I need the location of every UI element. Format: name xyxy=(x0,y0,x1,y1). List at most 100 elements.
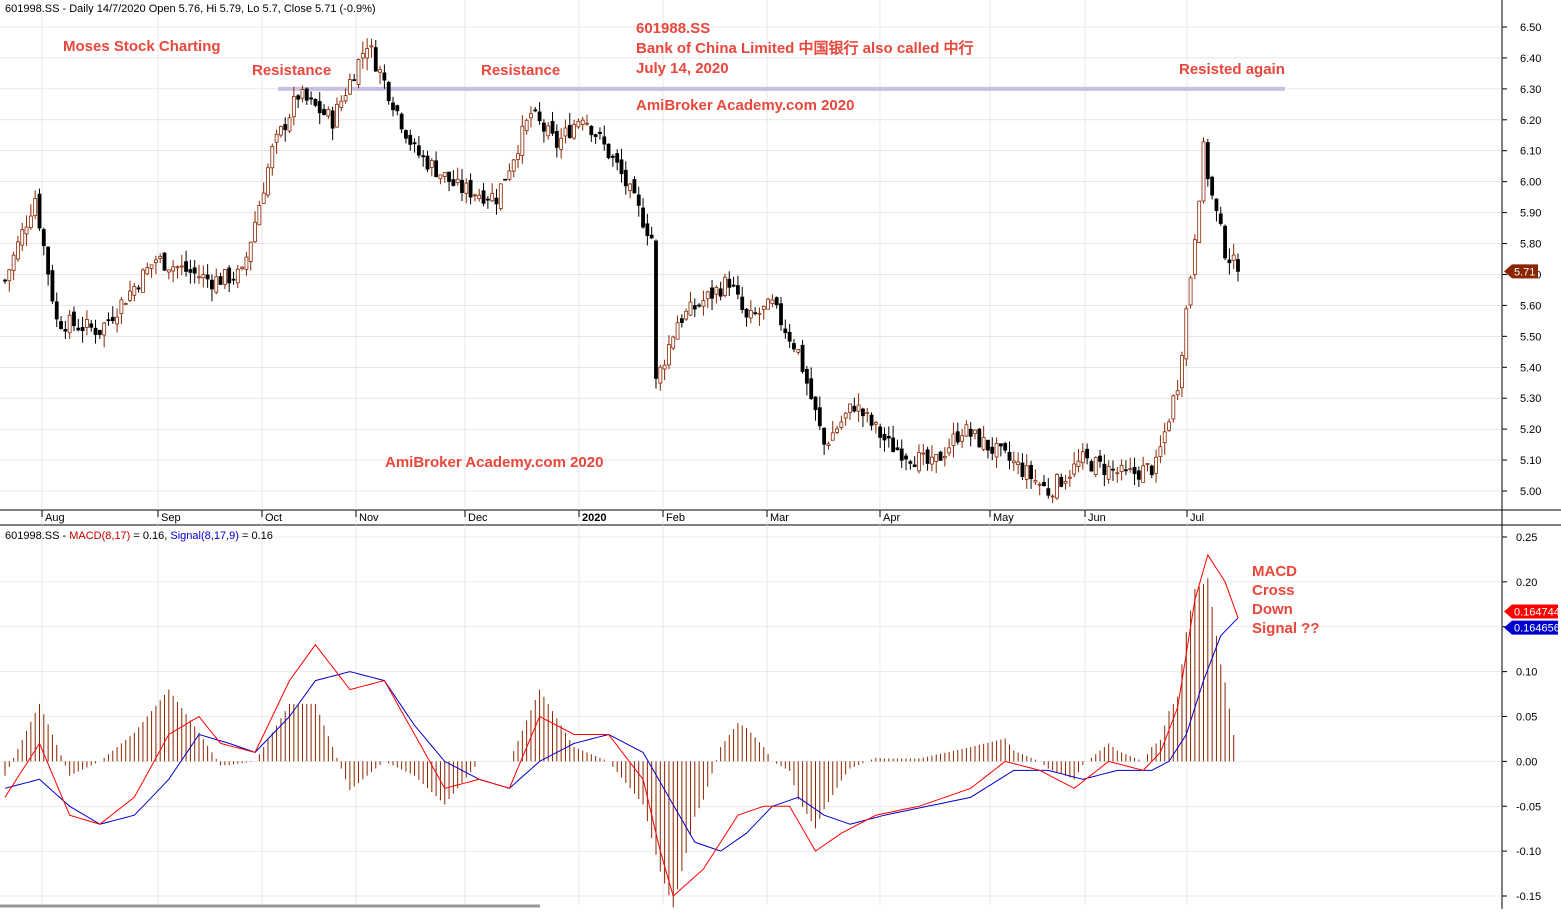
candle-body xyxy=(356,59,361,85)
price-tick-label: 5.00 xyxy=(1520,486,1541,498)
candle-body xyxy=(904,455,908,460)
candle-body xyxy=(563,127,568,137)
candle-body xyxy=(1136,470,1141,480)
candle-body xyxy=(447,171,451,182)
month-separators xyxy=(41,0,1188,905)
candle-body xyxy=(391,102,395,111)
candle-body xyxy=(1223,225,1227,259)
candle-body xyxy=(942,456,947,459)
candle-body xyxy=(740,296,745,310)
candle-body xyxy=(270,146,275,169)
resisted-again-label: Resisted again xyxy=(1179,61,1285,78)
candle-body xyxy=(291,96,296,118)
candle-body xyxy=(968,428,973,437)
candle-body xyxy=(541,122,546,132)
candle-body xyxy=(654,240,658,379)
candle-body xyxy=(589,125,594,136)
candle-body xyxy=(1175,390,1180,396)
candle-body xyxy=(533,109,538,112)
candle-body xyxy=(11,254,16,272)
candle-body xyxy=(623,169,628,187)
signal-header-label: Signal(8,17,9) xyxy=(170,530,239,542)
candle-body xyxy=(412,142,417,145)
candle-body xyxy=(537,111,542,122)
candle-body xyxy=(455,178,460,184)
candle-body xyxy=(145,267,150,275)
month-label: Nov xyxy=(359,512,379,524)
company-label: Bank of China Limited 中国银行 also called 中… xyxy=(636,39,974,57)
candle-body xyxy=(343,95,348,102)
candle-body xyxy=(1085,448,1090,459)
candle-body xyxy=(1033,479,1038,483)
candle-body xyxy=(274,133,279,143)
candle-body xyxy=(723,276,727,296)
price-tick-label: 5.40 xyxy=(1520,362,1541,374)
candle-body xyxy=(891,437,896,453)
candle-body xyxy=(416,145,421,156)
price-tick-label: 5.10 xyxy=(1520,455,1541,467)
candle-body xyxy=(429,159,434,168)
candle-body xyxy=(753,312,758,315)
candle-body xyxy=(800,344,805,372)
candle-body xyxy=(352,79,357,82)
candle-body xyxy=(619,159,624,175)
ticker-label: 601988.SS xyxy=(636,20,710,37)
candle-body xyxy=(524,119,529,132)
candle-body xyxy=(1106,465,1111,480)
month-label: 2020 xyxy=(582,512,606,524)
candle-body xyxy=(994,442,999,458)
candle-body xyxy=(179,265,184,268)
candle-body xyxy=(917,452,921,472)
candle-body xyxy=(649,234,654,239)
candle-body xyxy=(662,364,667,370)
candle-body xyxy=(718,288,723,297)
signal-header-value: = 0.16 xyxy=(239,530,273,542)
candle-body xyxy=(240,266,245,269)
candle-body xyxy=(520,125,525,156)
price-tick-label: 5.20 xyxy=(1520,424,1541,436)
candle-body xyxy=(360,52,365,59)
resistance-label-1: Resistance xyxy=(252,62,331,79)
candle-body xyxy=(227,267,232,284)
candle-body xyxy=(93,327,98,335)
candle-body xyxy=(153,259,158,264)
candle-body xyxy=(85,319,89,328)
candle-body xyxy=(490,193,495,202)
price-tick-label: 6.00 xyxy=(1520,177,1541,189)
candle-body xyxy=(1119,464,1124,473)
candle-body xyxy=(675,322,680,340)
candle-body xyxy=(313,98,318,106)
macd-note-line-4: Signal ?? xyxy=(1252,620,1320,637)
candle-body xyxy=(1089,461,1094,472)
candle-body xyxy=(865,412,870,414)
candle-body xyxy=(792,343,796,350)
candle-body xyxy=(468,179,473,198)
candle-body xyxy=(481,190,486,204)
candle-body xyxy=(697,304,702,307)
month-label: Oct xyxy=(265,512,282,524)
candle-body xyxy=(658,366,663,384)
candle-body xyxy=(1231,254,1236,261)
candle-body xyxy=(460,179,464,193)
macd-line xyxy=(4,553,1239,897)
candle-body xyxy=(882,433,887,441)
candle-body xyxy=(1016,461,1021,466)
candle-body xyxy=(977,428,982,448)
candle-body xyxy=(912,464,917,468)
candle-body xyxy=(46,246,51,275)
candle-body xyxy=(89,323,94,328)
candle-body xyxy=(576,120,581,128)
candle-body xyxy=(231,278,236,281)
candle-body xyxy=(1180,355,1184,389)
candle-body xyxy=(567,124,572,138)
candle-body xyxy=(421,155,426,158)
candle-body xyxy=(1149,465,1154,476)
candle-body xyxy=(606,143,611,159)
candle-body xyxy=(498,183,503,209)
macd-tick-label: 0.25 xyxy=(1516,532,1537,544)
macd-header: 601998.SS - MACD(8,17) = 0.16, Signal(8,… xyxy=(5,530,273,542)
candle-body xyxy=(162,252,167,271)
candle-body xyxy=(516,153,520,160)
candle-body xyxy=(572,124,576,139)
